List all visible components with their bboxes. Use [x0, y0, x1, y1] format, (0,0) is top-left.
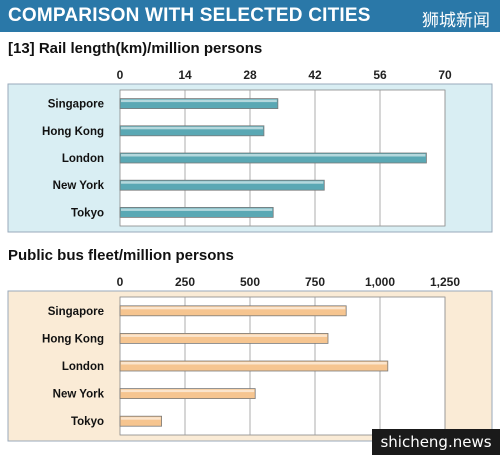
bar-highlight: [121, 389, 255, 393]
x-tick-label: 1,000: [365, 275, 395, 289]
bar: [119, 388, 256, 399]
bar-highlight: [121, 154, 426, 157]
y-category-label: Tokyo: [71, 416, 104, 428]
x-tick-label: 1,250: [430, 275, 460, 289]
bar: [119, 125, 265, 137]
x-tick-label: 0: [117, 275, 124, 289]
x-tick-label: 500: [240, 275, 260, 289]
bar: [119, 333, 329, 344]
x-tick-label: 0: [117, 68, 124, 82]
bar-highlight: [121, 99, 277, 103]
x-tick-label: 56: [373, 68, 387, 82]
x-tick-label: 42: [308, 68, 322, 82]
y-category-label: New York: [53, 389, 105, 401]
bar-highlight: [121, 417, 161, 420]
page-title: COMPARISON WITH SELECTED CITIES: [8, 5, 371, 26]
bar: [119, 152, 427, 164]
x-tick-label: 14: [178, 68, 192, 82]
rail-chart-title: [13] Rail length(km)/million persons: [8, 40, 263, 57]
y-category-label: Hong Kong: [42, 126, 104, 138]
bar: [119, 206, 274, 218]
bar: [119, 360, 389, 372]
bar-highlight: [121, 362, 387, 365]
bar-highlight: [121, 208, 273, 211]
bar: [119, 415, 162, 427]
y-category-label: Tokyo: [71, 207, 104, 219]
x-tick-label: 750: [305, 275, 325, 289]
bar-highlight: [121, 334, 327, 337]
y-category-label: London: [62, 153, 104, 165]
header-watermark: 狮城新闻: [422, 11, 490, 31]
bus-fleet-chart: 0 250 500 750 1,000 1,250 Singapore Hong Kong Lo…: [7, 275, 493, 442]
rail-length-chart: 0 14 28 42 56 70 Singapore Hong Kong London New Y…: [7, 68, 493, 233]
bar: [119, 98, 279, 109]
x-tick-label: 250: [175, 275, 195, 289]
bar: [119, 305, 347, 317]
footer-watermark: shicheng.news: [372, 429, 500, 455]
bus-chart-title: Public bus fleet/million persons: [8, 247, 234, 264]
x-tick-label: 28: [243, 68, 257, 82]
bar-highlight: [121, 126, 263, 130]
x-tick-label: 70: [438, 68, 452, 82]
y-category-label: Singapore: [48, 99, 104, 111]
bar-highlight: [121, 181, 324, 184]
y-category-label: London: [62, 361, 104, 373]
y-category-label: Hong Kong: [42, 333, 104, 345]
header-banner: COMPARISON WITH SELECTED CITIES 狮城新闻: [0, 0, 500, 32]
y-category-label: New York: [53, 180, 105, 192]
bar-highlight: [121, 306, 346, 310]
y-category-label: Singapore: [48, 306, 104, 318]
bar: [119, 179, 325, 191]
